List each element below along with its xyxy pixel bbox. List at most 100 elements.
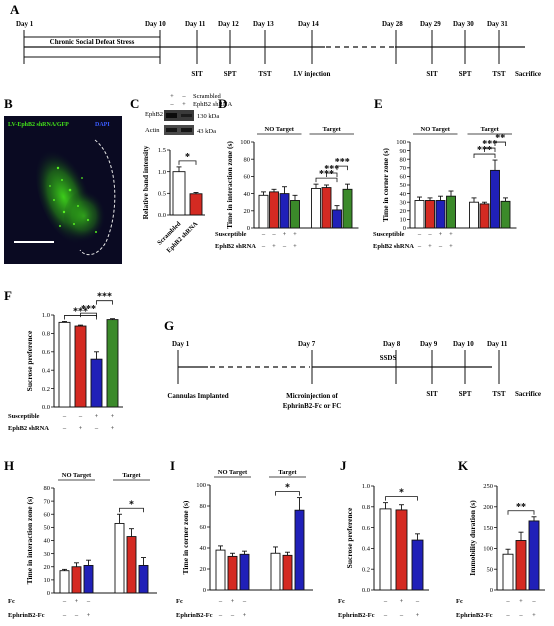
row-sign-h-0-2: – <box>86 598 91 605</box>
row-label-i-1: EphrinB2-Fc <box>176 612 213 619</box>
timeline-a-days: Day 1 Day 10 Day 11 Day 12 Day 13 Day 14… <box>16 20 508 28</box>
blot-row-scrambled: Scrambled <box>193 93 222 100</box>
panel-k-label: K <box>458 458 469 473</box>
y-axis-title-i: Time in corner zone (s) <box>181 500 190 574</box>
bar-h-5 <box>138 564 149 594</box>
sig-bracket-f-2 <box>96 300 113 305</box>
panel-a: A Chronic Social Defeat Stress Day 1 Day… <box>10 2 541 78</box>
bar-f-3 <box>106 319 119 408</box>
bar-k-0 <box>502 553 514 591</box>
day-a-13: Day 13 <box>253 20 274 28</box>
panel-b: B LV-EphB2 shRNA/GFP DAPI <box>4 96 122 264</box>
chart-panel-k: 0 50 100 150 200 250 Immobility duration (s) **… <box>456 483 545 619</box>
row-sign-e-0-0: – <box>417 231 422 238</box>
row-sign-f-0-0: – <box>62 413 67 420</box>
y-tick-label-d-1: 20 <box>244 208 251 215</box>
row-sign-j-1-2: + <box>416 612 420 619</box>
blot-ephb2-band-scrambled <box>166 113 177 118</box>
blot-sign-r2c1: – <box>169 101 174 108</box>
y-tick-label-e-9: 90 <box>400 148 407 155</box>
row-sign-j-0-0: – <box>383 598 388 605</box>
bar-i-1 <box>227 555 238 591</box>
row-sign-d-1-0: – <box>261 243 266 250</box>
y-tick-label-e-10: 100 <box>396 139 406 146</box>
row-label-k-1: EphrinB2-Fc <box>456 612 493 619</box>
bar-d-2 <box>279 193 290 229</box>
bar-d-4 <box>311 187 321 229</box>
blot-sign-r2c2: + <box>182 101 186 108</box>
y-tick-label-h-8: 80 <box>44 485 51 492</box>
sig-bracket-f-1 <box>80 312 97 318</box>
blot-sign-r1c1: + <box>170 93 174 100</box>
y-axis-title-d: Time in interaction zone (s) <box>225 141 234 229</box>
sig-label-f-0: *** <box>73 306 88 317</box>
blot-label-actin: Actin <box>145 127 160 134</box>
sig-label-c-0: * <box>185 152 190 163</box>
bar-h-4 <box>126 536 137 594</box>
y-tick-label-i-2: 40 <box>200 545 207 552</box>
bar-e-6 <box>490 169 500 229</box>
bar-h-1 <box>71 566 82 594</box>
bar-d-0 <box>258 194 269 229</box>
day-a-14: Day 14 <box>298 20 319 28</box>
row-label-i-0: Fc <box>176 598 183 605</box>
y-tick-label-j-2: 0.4 <box>362 546 371 553</box>
y-tick-label-f-4: 0.8 <box>42 331 50 338</box>
event-a-spt: SPT <box>224 70 237 78</box>
row-sign-e-1-0: – <box>417 243 422 250</box>
gfp-puncta <box>49 166 97 233</box>
blot-actin-band-scrambled <box>166 128 177 132</box>
blot-row-shrna: EphB2 shRNA <box>193 101 232 108</box>
y-tick-label-h-5: 50 <box>44 525 51 532</box>
panel-i-label: I <box>170 458 175 473</box>
y-tick-label-i-1: 20 <box>200 566 207 573</box>
bar-i-4 <box>282 554 293 591</box>
row-sign-e-0-3: + <box>449 231 453 238</box>
y-tick-label-f-3: 0.6 <box>42 349 51 356</box>
sig-label-e-2: ** <box>495 133 505 144</box>
bar-d-5 <box>321 187 332 229</box>
stress-period-label: Chronic Social Defeat Stress <box>50 38 135 46</box>
y-tick-label-h-2: 20 <box>44 564 51 571</box>
timeline-a-events: SIT SPT TST LV injection SIT SPT TST Sac… <box>191 70 541 78</box>
row-label-d-0: Susceptible <box>215 231 247 238</box>
bar-i-3 <box>270 552 281 591</box>
blot-label-ephb2: EphB2 <box>145 111 163 118</box>
y-tick-label-j-4: 0.8 <box>362 504 370 511</box>
sig-bracket-d-1 <box>326 172 338 177</box>
row-sign-i-1-0: – <box>218 612 223 619</box>
chart-panel-j: 0.0 0.2 0.4 0.6 0.8 1.0 Sucrose preference * Fc –… <box>338 483 429 619</box>
y-tick-label-e-4: 40 <box>400 191 407 198</box>
bar-j-1 <box>395 509 408 591</box>
bar-c-0 <box>172 171 186 216</box>
y-tick-label-k-0: 0 <box>490 587 493 594</box>
y-axis-title-k: Immobility duration (s) <box>468 500 477 576</box>
row-sign-i-0-2: – <box>242 598 247 605</box>
y-axis-title-c: Relative band intensity <box>141 145 150 219</box>
sig-label-k-0: ** <box>516 502 526 513</box>
event-a-tst-2: TST <box>492 70 506 78</box>
y-tick-label-e-2: 20 <box>400 208 407 215</box>
row-sign-e-1-3: + <box>449 243 453 250</box>
sig-label-i-0: * <box>285 483 290 494</box>
row-sign-k-1-1: – <box>518 612 523 619</box>
group-label-e-1: Target <box>481 126 500 133</box>
day-a-30: Day 30 <box>453 20 474 28</box>
event-g-microinjection-1: Microinjection of <box>286 392 338 400</box>
sig-bracket-h-0 <box>119 507 144 513</box>
blot-ephb2-strip <box>164 110 194 121</box>
row-sign-k-0-1: + <box>519 598 523 605</box>
bar-e-5 <box>479 203 490 229</box>
sig-bracket-i-0 <box>275 491 300 496</box>
day-a-28: Day 28 <box>382 20 403 28</box>
y-tick-label-c-0: 0.0 <box>158 212 166 219</box>
day-a-29: Day 29 <box>420 20 441 28</box>
row-label-h-0: Fc <box>8 598 15 605</box>
bar-d-7 <box>342 188 353 229</box>
y-tick-label-e-5: 50 <box>400 182 407 189</box>
y-tick-label-e-8: 80 <box>400 156 407 163</box>
y-tick-label-e-1: 10 <box>400 217 407 224</box>
bar-c-1 <box>189 193 203 216</box>
y-tick-label-c-1: 0.5 <box>158 191 166 198</box>
